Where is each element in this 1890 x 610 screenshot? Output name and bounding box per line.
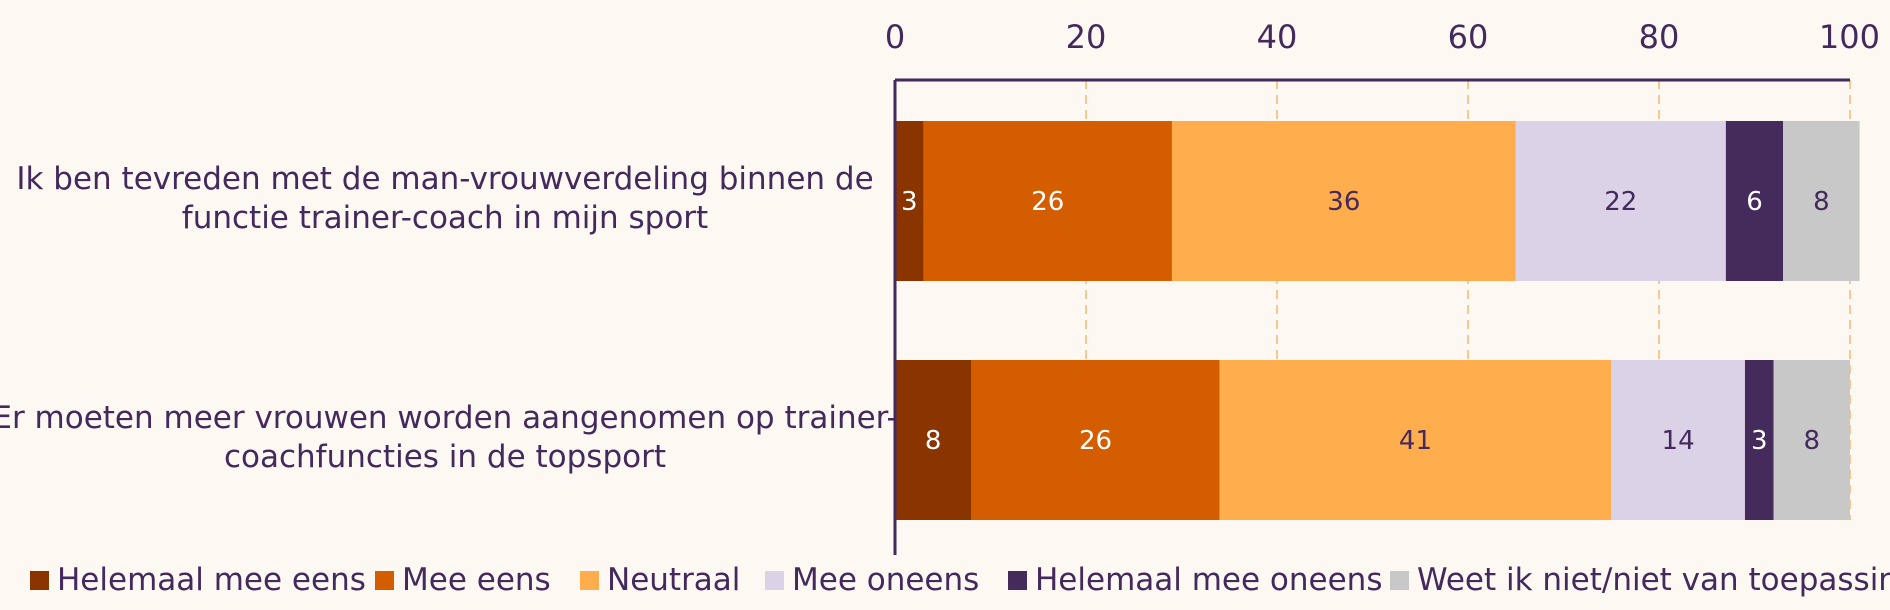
x-tick-label: 100 bbox=[1819, 18, 1880, 56]
x-tick-label: 60 bbox=[1448, 18, 1489, 56]
category-label: Er moeten meer vrouwen worden aangenomen… bbox=[0, 400, 898, 475]
bar-segment bbox=[1611, 360, 1745, 520]
x-tick-label: 40 bbox=[1257, 18, 1298, 56]
bar-segment bbox=[1725, 121, 1784, 281]
bar-segment bbox=[923, 121, 1172, 281]
legend-swatch bbox=[580, 570, 599, 590]
bar-segment bbox=[1744, 360, 1774, 520]
bar-segment bbox=[1171, 121, 1516, 281]
stacked-bar-chart: 3 26 36 22 6 8 8 26 41 14 3 8 0 20 40 60 80 100 Ik ben t… bbox=[0, 18, 1880, 555]
legend-swatch bbox=[1390, 570, 1409, 590]
legend-label: Helemaal mee oneens bbox=[1035, 562, 1383, 598]
bar-segment bbox=[1515, 121, 1726, 281]
data-label: 6 bbox=[1746, 187, 1763, 217]
category-label: Ik ben tevreden met de man-vrouwverdelin… bbox=[16, 161, 873, 236]
data-label: 26 bbox=[1079, 426, 1112, 456]
data-label: 8 bbox=[1813, 187, 1830, 217]
legend-label: Mee oneens bbox=[792, 562, 980, 598]
bar-segment bbox=[1219, 360, 1612, 520]
legend-item: Mee oneens bbox=[765, 562, 979, 598]
data-label: 36 bbox=[1327, 187, 1360, 217]
x-tick-labels: 0 20 40 60 80 100 bbox=[885, 18, 1880, 56]
bar-segment bbox=[1783, 121, 1860, 281]
data-label: 41 bbox=[1399, 426, 1432, 456]
legend-swatch bbox=[1008, 570, 1027, 590]
legend-label: Weet ik niet/niet van toepassing bbox=[1417, 562, 1890, 598]
data-label: 8 bbox=[925, 426, 942, 456]
legend-label: Neutraal bbox=[607, 562, 741, 598]
legend-item: Neutraal bbox=[580, 562, 740, 598]
x-tick-label: 0 bbox=[885, 18, 905, 56]
data-label: 3 bbox=[901, 187, 918, 217]
x-tick-label: 20 bbox=[1066, 18, 1107, 56]
data-label: 26 bbox=[1031, 187, 1064, 217]
bar-segment bbox=[1773, 360, 1850, 520]
legend-item: Helemaal mee eens bbox=[30, 562, 366, 598]
x-tick-label: 80 bbox=[1639, 18, 1680, 56]
legend-label: Helemaal mee eens bbox=[57, 562, 366, 598]
data-label: 14 bbox=[1662, 426, 1695, 456]
bar-segment bbox=[971, 360, 1220, 520]
legend-swatch bbox=[765, 570, 784, 590]
legend: Helemaal mee eens Mee eens Neutraal Mee one… bbox=[0, 560, 1890, 606]
bar-segments: 3 26 36 22 6 8 8 26 41 14 3 8 bbox=[895, 121, 1860, 520]
legend-item: Weet ik niet/niet van toepassing bbox=[1390, 562, 1890, 598]
data-label: 8 bbox=[1804, 426, 1821, 456]
bar-segment bbox=[895, 360, 972, 520]
data-label: 22 bbox=[1604, 187, 1637, 217]
legend-item: Helemaal mee oneens bbox=[1008, 562, 1382, 598]
legend-swatch bbox=[375, 570, 394, 590]
bar-segment bbox=[895, 121, 924, 281]
category-labels: Ik ben tevreden met de man-vrouwverdelin… bbox=[0, 161, 898, 475]
data-label: 3 bbox=[1751, 426, 1768, 456]
axes bbox=[893, 78, 1850, 555]
legend-swatch bbox=[30, 570, 49, 590]
legend-item: Mee eens bbox=[375, 562, 551, 598]
legend-label: Mee eens bbox=[402, 562, 551, 598]
